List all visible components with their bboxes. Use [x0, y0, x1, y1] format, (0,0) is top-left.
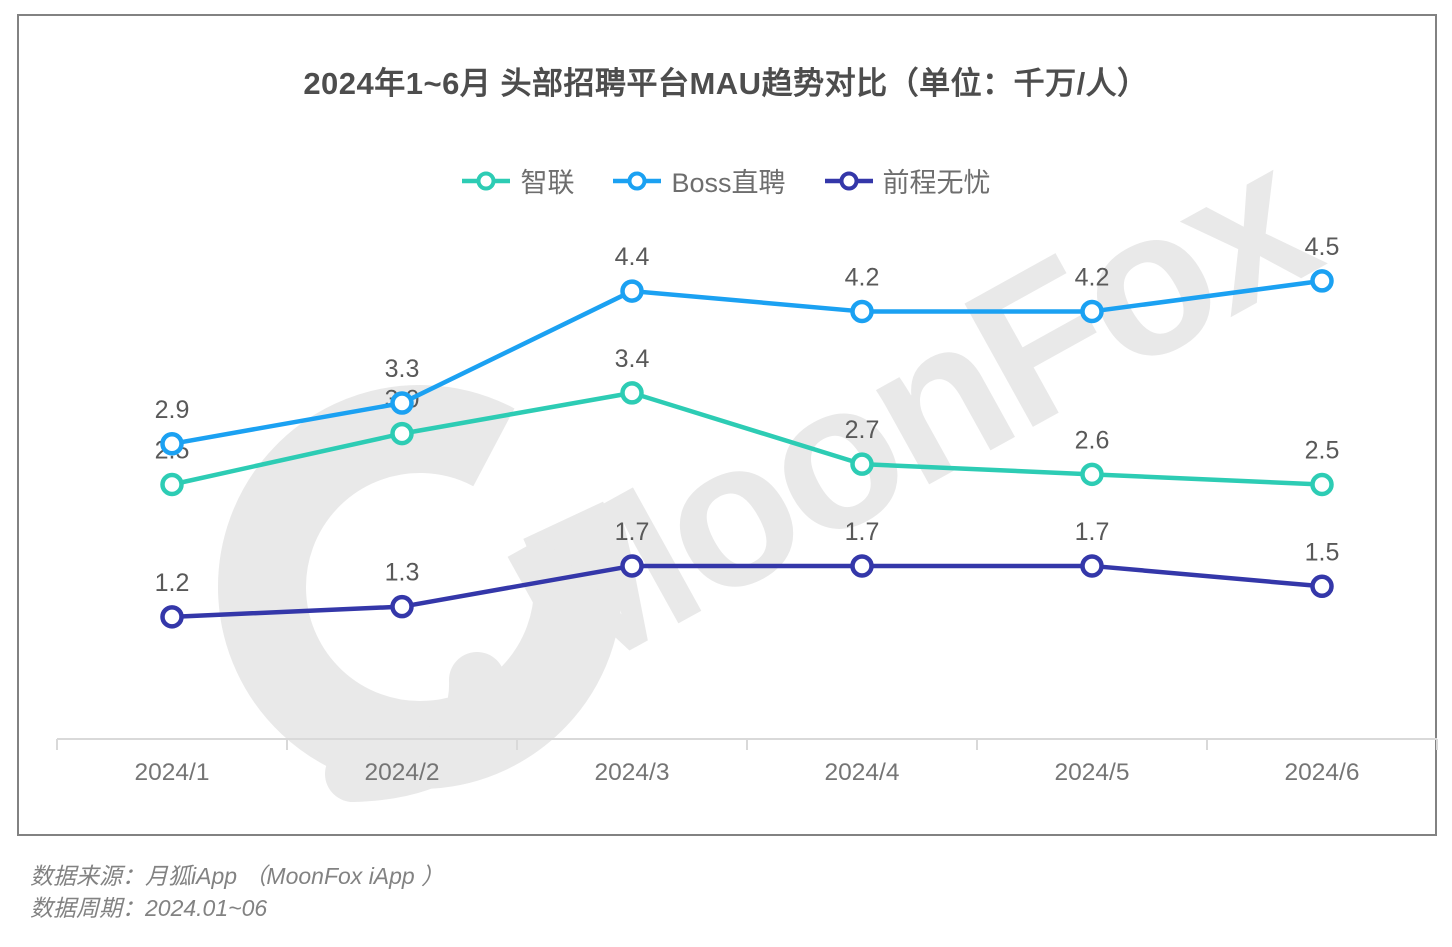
data-point: [620, 279, 644, 303]
data-point: [850, 299, 874, 324]
x-axis-label: 2024/5: [1055, 759, 1130, 786]
data-point: [1080, 462, 1104, 487]
legend-marker-icon: [462, 171, 511, 190]
value-label: 1.2: [155, 569, 190, 597]
legend-label: Boss直聘: [671, 168, 786, 198]
footer: 数据来源：月狐iApp （MoonFox iApp ） 数据周期：2024.01…: [30, 860, 444, 924]
data-point: [160, 472, 184, 497]
legend-item-boss-zhipin: Boss直聘: [612, 161, 786, 200]
legend-marker-icon: [824, 171, 873, 190]
value-label: 1.5: [1305, 538, 1340, 566]
data-point: [160, 432, 184, 456]
data-point: [620, 381, 644, 405]
value-label: 1.3: [385, 559, 420, 587]
legend-item-zhilian: 智联: [461, 161, 574, 200]
data-point: [390, 391, 414, 415]
legend-label: 前程无忧: [882, 168, 991, 198]
legend-label: 智联: [520, 168, 575, 198]
value-label: 4.2: [1075, 263, 1110, 291]
data-point: [850, 554, 874, 578]
value-label: 2.9: [155, 396, 190, 424]
x-axis-label: 2024/2: [365, 759, 440, 786]
x-axis-label: 2024/3: [595, 759, 670, 786]
series-line: [169, 278, 1325, 447]
legend-marker-icon: [613, 171, 662, 190]
x-axis-label: 2024/6: [1285, 759, 1360, 786]
x-axis-label: 2024/1: [135, 759, 210, 786]
value-label: 2.7: [845, 416, 880, 444]
chart-title: 2024年1~6月 头部招聘平台MAU趋势对比（单位：千万/人）: [303, 66, 1149, 101]
data-point: [850, 452, 874, 476]
value-label: 4.4: [615, 243, 650, 271]
value-label: 3.4: [615, 345, 650, 373]
data-point: [390, 594, 414, 619]
data-point: [1310, 574, 1334, 599]
data-point: [1310, 472, 1334, 497]
data-source-text: 数据来源：月狐iApp （MoonFox iApp ）: [30, 863, 445, 889]
data-point: [1080, 554, 1104, 578]
value-label: 2.5: [1305, 437, 1340, 465]
value-label: 4.5: [1305, 233, 1340, 261]
data-point: [1310, 269, 1334, 293]
data-point: [390, 421, 414, 446]
series-line: [169, 390, 1325, 487]
data-period-text: 数据周期：2024.01~06: [30, 895, 268, 921]
data-point: [1080, 299, 1104, 324]
value-label: 1.7: [1075, 518, 1110, 546]
data-point: [620, 554, 644, 578]
data-point: [160, 605, 184, 629]
x-axis-label: 2024/4: [825, 759, 900, 786]
legend-item-qianchengwuyou: 前程无忧: [824, 161, 991, 200]
value-label: 3.3: [385, 355, 420, 383]
value-label: 1.7: [845, 518, 880, 546]
value-label: 2.6: [1075, 426, 1110, 454]
value-label: 4.2: [845, 263, 880, 291]
value-label: 1.7: [615, 518, 650, 546]
series-line: [169, 563, 1325, 620]
legend: 智联 Boss直聘 前程无忧: [0, 161, 1452, 200]
